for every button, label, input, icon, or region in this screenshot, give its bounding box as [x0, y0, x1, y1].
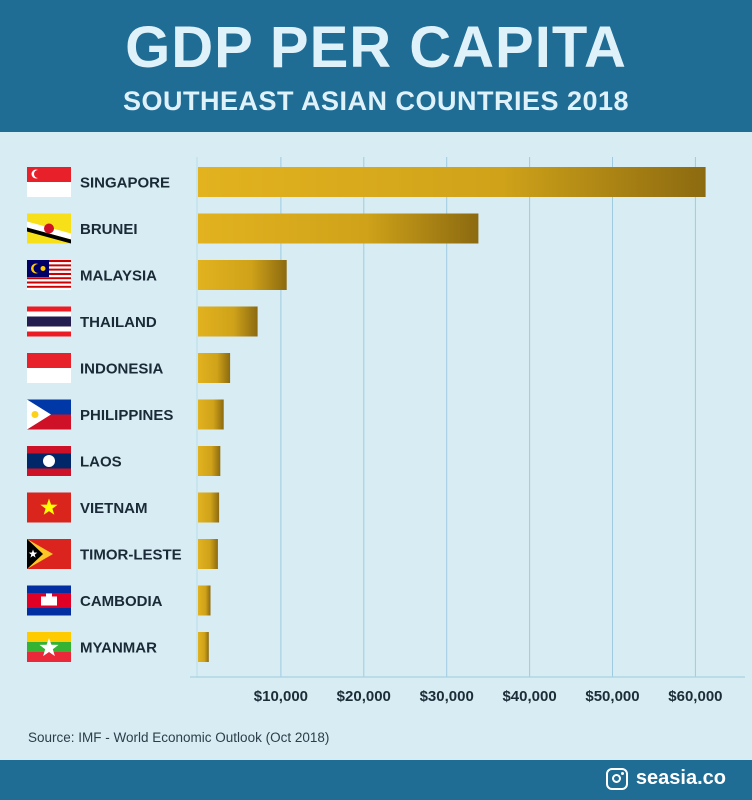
thailand-flag-icon	[27, 306, 71, 337]
x-tick-label: $60,000	[668, 688, 722, 705]
country-label: INDONESIA	[80, 361, 164, 378]
country-label: BRUNEI	[80, 221, 138, 238]
bar	[198, 306, 258, 337]
x-tick-label: $20,000	[337, 688, 391, 705]
source-note: Source: IMF - World Economic Outlook (Oc…	[28, 730, 330, 745]
bar	[198, 167, 706, 197]
bar	[198, 632, 209, 662]
indonesia-flag-icon	[27, 353, 71, 383]
chart-subtitle: SOUTHEAST ASIAN COUNTRIES 2018	[122, 86, 630, 116]
bar	[198, 446, 221, 476]
country-label: MYANMAR	[80, 640, 157, 657]
malaysia-flag-icon	[27, 260, 71, 290]
bar	[198, 213, 479, 244]
x-tick-label: $10,000	[254, 688, 308, 705]
vietnam-flag-icon	[27, 492, 71, 523]
header-banner: GDP PER CAPITA SOUTHEAST ASIAN COUNTRIES…	[0, 0, 752, 132]
bar	[198, 585, 211, 616]
country-label: TIMOR-LESTE	[80, 547, 182, 564]
x-tick-label: $50,000	[585, 688, 639, 705]
singapore-flag-icon	[27, 167, 71, 197]
footer-bar: seasia.co	[0, 760, 752, 800]
myanmar-flag-icon	[27, 632, 71, 662]
bar-chart: $10,000 $20,000 $30,000 $40,000 $50,000 $60,0…	[27, 157, 745, 705]
country-label: PHILIPPINES	[80, 407, 173, 424]
timor-leste-flag-icon	[27, 539, 71, 569]
brunei-flag-icon	[27, 213, 71, 244]
brand-handle: seasia.co	[635, 767, 726, 789]
country-label: SINGAPORE	[80, 175, 170, 192]
chart-panel: $10,000 $20,000 $30,000 $40,000 $50,000 $60,0…	[0, 132, 752, 760]
bar	[198, 492, 220, 523]
x-tick-label: $30,000	[420, 688, 474, 705]
instagram-icon	[605, 767, 628, 790]
bar	[198, 260, 287, 290]
country-label: MALAYSIA	[80, 268, 157, 285]
brand[interactable]: seasia.co	[605, 767, 726, 790]
philippines-flag-icon	[27, 399, 71, 430]
country-label: VIETNAM	[80, 500, 148, 517]
country-label: THAILAND	[80, 314, 157, 331]
chart-title: GDP PER CAPITA	[125, 15, 627, 80]
bar	[198, 539, 218, 569]
bar	[198, 353, 231, 383]
country-label: LAOS	[80, 454, 122, 471]
country-label: CAMBODIA	[80, 593, 163, 610]
bar	[198, 399, 224, 430]
x-tick-label: $40,000	[502, 688, 556, 705]
cambodia-flag-icon	[27, 585, 71, 616]
laos-flag-icon	[27, 446, 71, 476]
